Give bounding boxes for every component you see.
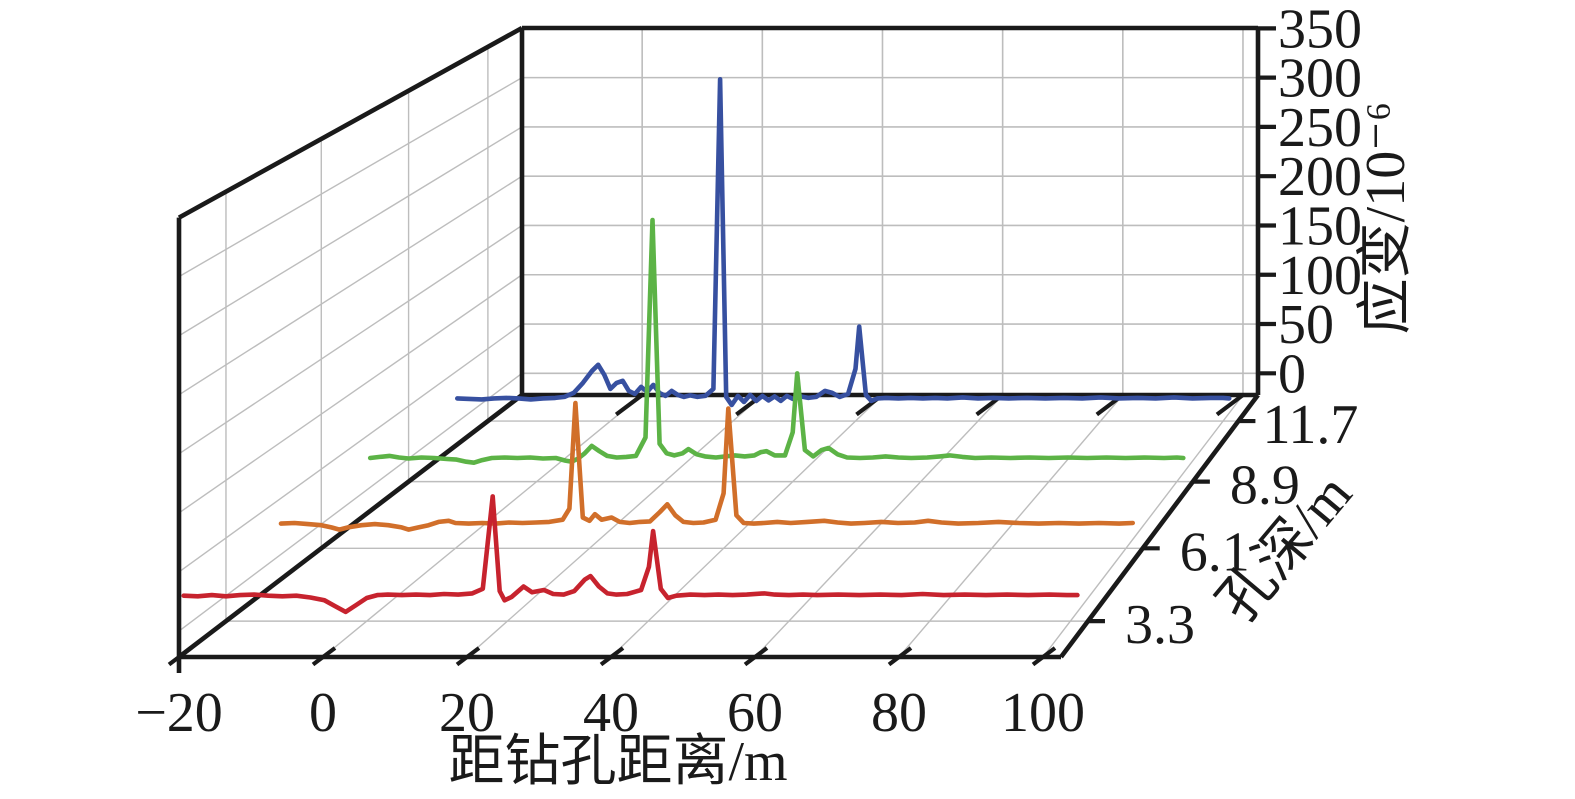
- series-line-depth-3.3: [181, 494, 1080, 615]
- depth-axis-tick-label: 3.3: [1125, 594, 1195, 656]
- floor-x-gridline: [1042, 394, 1244, 658]
- x-axis-tick-label: 0: [309, 682, 337, 744]
- z-axis-title: 应变/10⁻⁶: [1355, 102, 1417, 335]
- x-axis-back-tick: [614, 393, 644, 417]
- leftwall-z-gridline: [178, 323, 523, 573]
- z-axis-tick-label: 200: [1278, 146, 1362, 208]
- x-axis-tick-label: 40: [583, 682, 639, 744]
- leftwall-z-gridline: [178, 77, 523, 278]
- series-line-depth-8.9: [367, 217, 1186, 466]
- x-axis-tick-label: 60: [727, 682, 783, 744]
- x-axis-front-tick: [1031, 646, 1057, 667]
- x-axis-front-tick: [887, 646, 913, 667]
- floor-x-gridline: [754, 394, 1004, 658]
- z-axis-tick-label: 100: [1278, 245, 1362, 307]
- floor-x-gridline: [898, 394, 1124, 658]
- depth-axis-tick-label: 8.9: [1230, 455, 1300, 517]
- z-axis-tick-label: 350: [1278, 0, 1362, 60]
- x-axis-front-tick: [311, 646, 337, 667]
- depth-axis-tick-label: 11.7: [1262, 394, 1358, 456]
- x-axis-tick-label: 80: [871, 682, 927, 744]
- x-axis-title: 距钻孔距离/m: [448, 731, 787, 793]
- z-axis-tick-label: 300: [1278, 48, 1362, 110]
- leftwall-z-gridline: [178, 175, 523, 396]
- x-axis-tick-label: 100: [1001, 682, 1085, 744]
- series-lines-group: [181, 77, 1232, 615]
- z-axis-tick-label: 150: [1278, 195, 1362, 257]
- floor-x-gridline: [466, 394, 763, 658]
- series-line-depth-11.7: [454, 77, 1232, 408]
- frame-edge: [1059, 393, 1260, 659]
- leftwall-z-gridline: [178, 372, 523, 632]
- z-axis-tick-label: 0: [1278, 343, 1306, 405]
- leftwall-z-gridline: [178, 274, 523, 514]
- tick-labels-group: −20 0 20 40 60 80 1000501001502002503003503.36…: [135, 0, 1362, 744]
- x-axis-tick-label: −20: [135, 682, 223, 744]
- x-axis-back-tick: [1215, 393, 1245, 417]
- x-axis-front-tick: [167, 646, 193, 667]
- z-axis-tick-label: 250: [1278, 97, 1362, 159]
- floor-x-gridline: [322, 394, 643, 658]
- leftwall-z-gridline: [178, 126, 523, 337]
- floor-x-gridline: [610, 394, 883, 658]
- leftwall-z-gridline: [178, 224, 523, 455]
- frame-edge: [177, 25, 524, 220]
- depth-axis-tick-label: 6.1: [1180, 521, 1250, 583]
- series-line-depth-6.1: [278, 400, 1135, 532]
- x-axis-tick-label: 20: [439, 682, 495, 744]
- x-axis-front-tick: [599, 646, 625, 667]
- x-axis-front-tick: [743, 646, 769, 667]
- z-axis-tick-label: 50: [1278, 294, 1334, 356]
- x-axis-front-tick: [455, 646, 481, 667]
